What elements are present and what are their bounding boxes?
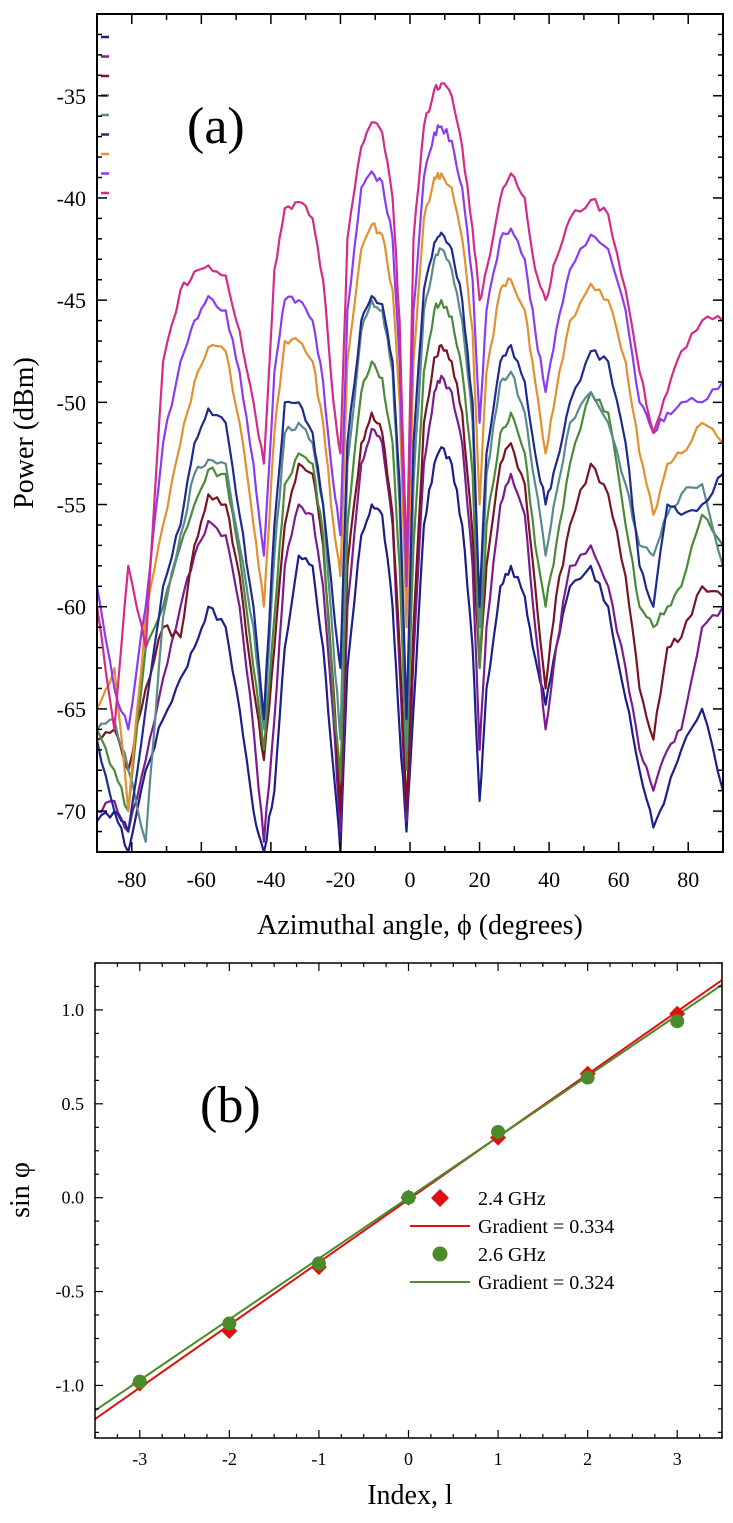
panel-a-legend: [101, 35, 109, 195]
panel-a-ticks: -80 -60 -40 -20 0 20 40 60 80 -35 -40 -45 -50 -55 -60 -…: [57, 13, 724, 892]
x-tick-label: -20: [326, 867, 355, 892]
b-x-tick-label: 2: [583, 1449, 592, 1469]
b-x-tick-label: -2: [222, 1449, 237, 1469]
y-tick-label: -50: [57, 390, 86, 415]
b-x-tick-label: 0: [404, 1449, 413, 1469]
x-tick-label: 40: [538, 867, 560, 892]
panel-a-series-group: [97, 82, 723, 852]
x-tick-label: -60: [187, 867, 216, 892]
panel-b-label: (b): [200, 1077, 261, 1134]
x-tick-label: 20: [469, 867, 491, 892]
x-tick-label: 60: [608, 867, 630, 892]
panel-b-x-axis-title: Index, l: [367, 1480, 453, 1511]
panel-a-x-axis-title: Azimuthal angle, ϕ (degrees): [257, 910, 583, 941]
series-line-s8: [97, 124, 723, 731]
point-circle: [670, 1014, 685, 1029]
y-tick-label: -45: [57, 288, 86, 313]
b-x-tick-label: -1: [311, 1449, 326, 1469]
b-y-tick-label: -1.0: [56, 1375, 85, 1395]
point-circle: [132, 1374, 147, 1389]
point-circle: [580, 1070, 595, 1085]
series-line-s3: [97, 344, 723, 813]
x-tick-label: 0: [405, 867, 416, 892]
b-y-tick-label: 0.5: [62, 1094, 85, 1114]
x-tick-label: -40: [256, 867, 285, 892]
y-tick-label: -40: [57, 186, 86, 211]
panel-a-chart: -80 -60 -40 -20 0 20 40 60 80 -35 -40 -45 -50 -55 -60 -…: [9, 13, 724, 941]
y-tick-label: -65: [57, 697, 86, 722]
legend-label: 2.4 GHz: [478, 1188, 546, 1210]
b-x-tick-label: -3: [132, 1449, 147, 1469]
b-y-tick-label: 0.0: [62, 1188, 85, 1208]
point-circle: [491, 1124, 506, 1139]
panel-b-y-axis-title: sin φ: [5, 1162, 36, 1218]
series-line-s5: [97, 247, 723, 843]
panel-b-ticks: -3 -2 -1 0 1 2 3 1.0 0.5 0.0 -0.5 -1.0: [56, 962, 723, 1469]
b-x-tick-label: 3: [673, 1449, 682, 1469]
panel-b-data-points: [131, 1005, 686, 1392]
y-tick-label: -70: [57, 799, 86, 824]
x-tick-label: 80: [677, 867, 699, 892]
y-tick-label: -35: [57, 84, 86, 109]
panel-a-y-axis-title: Power (dBm): [9, 357, 40, 509]
panel-b-chart: -3 -2 -1 0 1 2 3 1.0 0.5 0.0 -0.5 -1.0 (b) Index, l…: [5, 962, 723, 1511]
point-circle: [311, 1256, 326, 1271]
y-tick-label: -60: [57, 595, 86, 620]
legend-label: Gradient = 0.334: [478, 1216, 614, 1238]
b-y-tick-label: 1.0: [62, 1000, 85, 1020]
series-line-s1: [97, 446, 723, 852]
series-line-s2: [97, 374, 723, 843]
b-x-tick-label: 1: [494, 1449, 503, 1469]
series-line-s9: [97, 82, 723, 731]
legend-label: 2.6 GHz: [478, 1244, 546, 1266]
series-line-s7: [97, 171, 723, 813]
x-tick-label: -80: [117, 867, 146, 892]
legend-marker-diamond: [431, 1189, 449, 1207]
panel-a-label: (a): [187, 98, 245, 155]
point-circle: [401, 1190, 416, 1205]
point-circle: [222, 1316, 237, 1331]
y-tick-label: -55: [57, 493, 86, 518]
legend-marker-circle: [432, 1246, 448, 1262]
series-line-s6: [97, 231, 723, 833]
panel-b-legend: 2.4 GHz Gradient = 0.334 2.6 GHz Gradient =…: [410, 1188, 614, 1294]
legend-label: Gradient = 0.324: [478, 1272, 614, 1294]
b-y-tick-label: -0.5: [56, 1282, 85, 1302]
series-line-s4: [97, 299, 723, 813]
